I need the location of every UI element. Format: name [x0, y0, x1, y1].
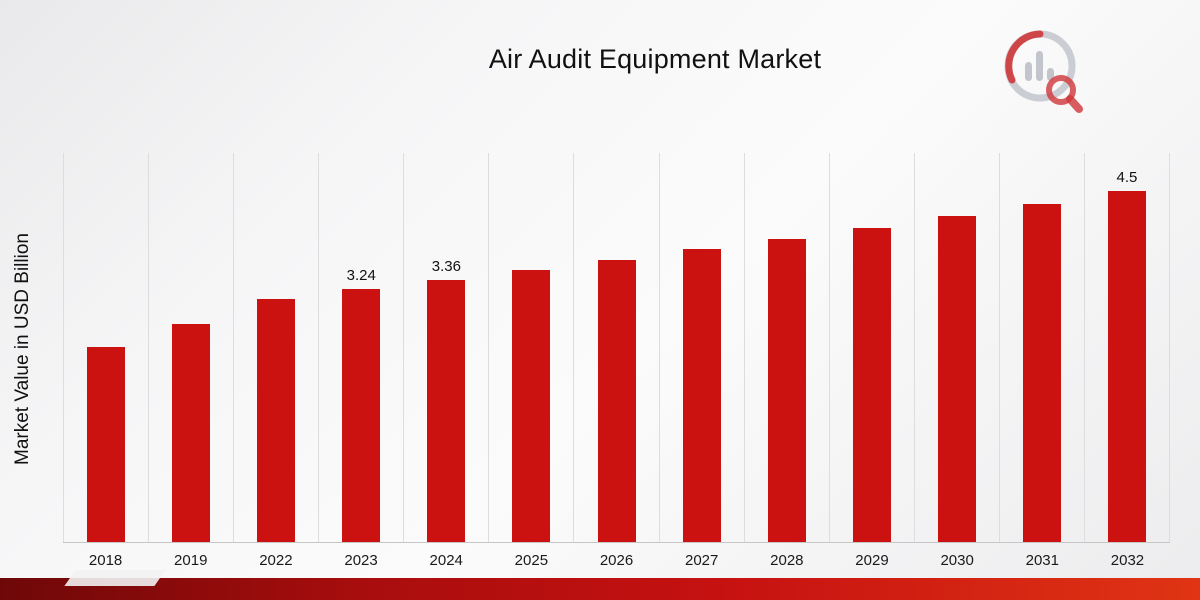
x-tick-label-2027: 2027	[684, 552, 719, 569]
x-tick-label-2022: 2022	[259, 552, 293, 569]
bottom-ribbon	[0, 570, 1200, 600]
chart-title: Air Audit Equipment Market	[488, 44, 822, 74]
x-tick-label-2024: 2024	[429, 552, 463, 569]
x-tick-label-2030: 2030	[940, 552, 974, 569]
bar-2019	[172, 324, 211, 542]
category-column-2032: 4.5	[1083, 153, 1171, 542]
ribbon-notch	[64, 570, 166, 586]
x-tick-label-2018: 2018	[88, 552, 123, 569]
bar-value-label-2032: 4.5	[1116, 169, 1138, 186]
x-tick-label-2019: 2019	[174, 552, 208, 569]
category-column-2028	[743, 153, 829, 542]
bar-2029	[852, 228, 891, 542]
category-column-2022	[233, 153, 318, 542]
x-tick-label-2029: 2029	[855, 552, 889, 569]
category-column-2029	[828, 153, 914, 542]
bar-2023	[342, 289, 381, 542]
category-column-2031	[998, 153, 1084, 542]
x-axis-labels: 2018 2019 2022 2023 2024 2025 2026 2027 2028 2029…	[63, 543, 1170, 569]
logo-graphic	[1004, 30, 1083, 113]
bar-2031	[1022, 204, 1061, 542]
category-column-2024: 3.36	[403, 153, 488, 542]
x-tick-label-2023: 2023	[344, 552, 378, 569]
bar-value-label-2023: 3.24	[346, 267, 376, 284]
y-axis-label: Market Value in USD Billion	[12, 233, 33, 465]
bar-chart-magnifier-logo	[1000, 24, 1088, 121]
bar-2022	[257, 299, 296, 542]
bar-2032	[1107, 191, 1146, 542]
bar-2027	[682, 249, 721, 542]
bar-2030	[937, 216, 976, 542]
bar-2028	[767, 239, 806, 542]
category-column-2030	[913, 153, 999, 542]
bar-2025	[512, 270, 551, 542]
bar-2018	[87, 347, 126, 542]
x-tick-label-2026: 2026	[599, 552, 634, 569]
category-column-2018	[63, 153, 148, 542]
category-column-2023: 3.24	[318, 153, 403, 542]
category-column-2025	[488, 153, 573, 542]
category-column-2019	[148, 153, 233, 542]
bar-2024	[427, 280, 466, 542]
x-tick-label-2032: 2032	[1110, 552, 1145, 569]
x-tick-label-2025: 2025	[514, 552, 549, 569]
bar-value-label-2024: 3.36	[431, 258, 461, 275]
chart-area: Market Value in USD Billion 3.24 3.36 4.5 …	[12, 153, 1171, 569]
category-column-2027	[658, 153, 744, 542]
plot-area: 3.24 3.36 4.5	[63, 153, 1171, 543]
bar-2026	[597, 260, 636, 542]
x-tick-label-2031: 2031	[1025, 552, 1059, 569]
x-tick-label-2028: 2028	[770, 552, 804, 569]
category-column-2026	[573, 153, 658, 542]
